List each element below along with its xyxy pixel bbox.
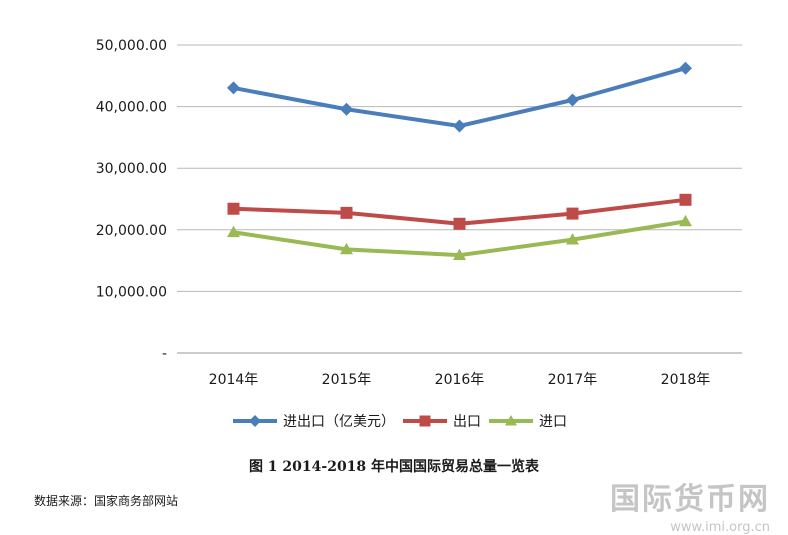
chart-title: 图 1 2014-2018 年中国国际贸易总量一览表 <box>248 459 540 475</box>
point-marker <box>340 206 353 219</box>
point-marker <box>340 102 353 116</box>
x-axis-tick-labels: 2014年 2015年 2016年 2017年 2018年 <box>209 372 711 388</box>
point-marker <box>419 415 431 427</box>
watermark: 国际货币网 www.imi.org.cn <box>610 474 770 535</box>
point-marker <box>227 225 240 238</box>
point-marker <box>566 233 579 245</box>
x-tick-label: 2015年 <box>322 372 372 388</box>
watermark-url: www.imi.org.cn <box>670 520 770 535</box>
y-axis-tick-labels: - 10,000.00 20,000.00 30,000.00 40,000.00 50,… <box>96 38 167 362</box>
series-line <box>233 66 687 129</box>
point-marker <box>453 119 466 133</box>
point-marker <box>566 207 579 220</box>
y-tick-label: - <box>162 346 167 362</box>
series-3 <box>227 214 692 261</box>
legend-item: 出口 <box>403 414 481 430</box>
gridlines <box>177 44 742 354</box>
y-tick-label: 10,000.00 <box>96 284 167 300</box>
x-tick-label: 2014年 <box>209 372 259 388</box>
source-note: 数据来源：国家商务部网站 <box>34 494 179 508</box>
x-tick-label: 2017年 <box>548 372 598 388</box>
legend-label: 出口 <box>453 414 481 430</box>
legend-item: 进口 <box>489 414 567 430</box>
legend-label: 进出口（亿美元） <box>283 414 395 430</box>
point-marker <box>679 214 692 227</box>
point-marker <box>679 193 692 206</box>
point-marker <box>679 61 692 75</box>
x-tick-label: 2018年 <box>661 372 711 388</box>
y-tick-label: 30,000.00 <box>96 161 167 177</box>
point-marker <box>566 93 579 107</box>
point-marker <box>453 217 466 230</box>
y-tick-label: 20,000.00 <box>96 223 167 239</box>
series-lines <box>227 61 692 261</box>
legend-label: 进口 <box>539 414 567 430</box>
legend: 进出口（亿美元） 出口 进口 <box>233 414 567 430</box>
point-marker <box>453 248 466 261</box>
legend-item: 进出口（亿美元） <box>233 414 395 430</box>
y-tick-label: 50,000.00 <box>96 38 167 54</box>
point-marker <box>505 415 517 426</box>
x-tick-label: 2016年 <box>435 372 485 388</box>
point-marker <box>227 81 240 95</box>
point-marker <box>340 242 353 255</box>
watermark-text: 国际货币网 <box>610 482 770 517</box>
series-1 <box>227 61 692 133</box>
point-marker <box>249 415 261 427</box>
y-tick-label: 40,000.00 <box>96 100 167 116</box>
series-2 <box>227 193 692 230</box>
point-marker <box>227 202 240 215</box>
